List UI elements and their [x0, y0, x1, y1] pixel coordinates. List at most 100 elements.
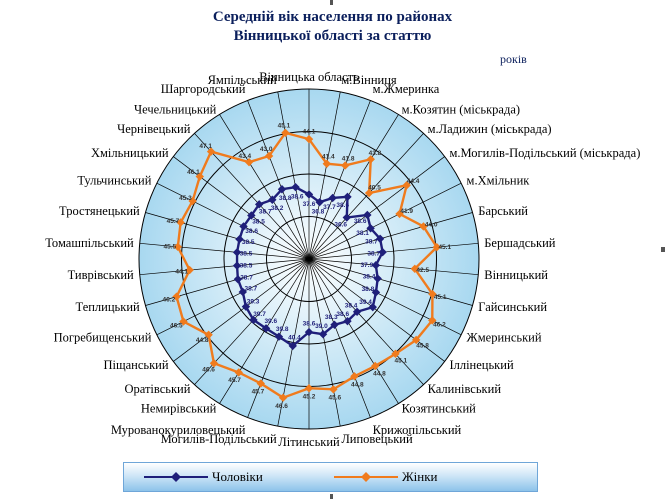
grid-spoke — [308, 100, 371, 260]
data-label-women: 45.6 — [329, 395, 342, 402]
data-point-men — [238, 287, 248, 297]
data-point-men — [378, 247, 387, 257]
data-label-men: 39.6 — [264, 318, 277, 325]
data-label-men: 38.5 — [240, 251, 253, 258]
legend-label-men: Чоловіки — [212, 469, 263, 484]
data-label-women: 46.5 — [170, 323, 183, 330]
category-label: Жмеринський — [467, 330, 542, 344]
grid-spoke — [308, 114, 399, 260]
data-point-men — [261, 324, 271, 333]
data-point-women — [350, 372, 359, 381]
data-label-women: 46.6 — [202, 367, 215, 374]
data-label-men: 38.6 — [336, 202, 349, 209]
data-point-women — [188, 196, 197, 206]
legend-item-men: Чоловіки — [144, 469, 263, 485]
category-label: Теплицький — [76, 300, 140, 314]
data-point-men — [368, 302, 377, 312]
data-label-women: 42.5 — [416, 267, 429, 274]
data-point-men — [342, 213, 351, 222]
data-label-women: 40.5 — [368, 185, 381, 192]
data-point-men — [291, 182, 300, 192]
data-label-women: 45.2 — [303, 394, 316, 401]
data-point-women — [204, 330, 213, 340]
data-point-women — [322, 159, 332, 168]
data-label-women: 45.7 — [252, 388, 265, 395]
data-label-women: 45.1 — [434, 294, 447, 301]
data-label-men: 38.5 — [252, 218, 265, 225]
category-label: м.Вінниця — [341, 73, 397, 87]
grid-spoke — [308, 258, 445, 362]
data-label-men: 38.3 — [325, 314, 338, 321]
data-point-men — [239, 222, 248, 231]
data-point-women — [281, 128, 290, 138]
data-point-men — [268, 195, 277, 204]
data-point-men — [274, 332, 284, 341]
data-label-women: 41.8 — [342, 156, 355, 163]
data-point-women — [419, 222, 428, 231]
category-label: Вінницька область — [259, 70, 359, 84]
category-label: Барський — [478, 204, 528, 218]
category-label: Ямпільський — [208, 73, 277, 87]
grid-spoke — [139, 242, 310, 260]
grid-spoke — [219, 258, 310, 404]
data-point-women — [366, 155, 375, 164]
data-label-men: 38.6 — [303, 321, 316, 328]
data-point-men — [235, 235, 244, 244]
data-point-men — [328, 193, 337, 203]
chart-legend: Чоловіки Жінки — [123, 462, 538, 492]
data-point-men — [304, 190, 314, 199]
data-point-men — [375, 234, 385, 243]
diamond-marker-icon — [361, 472, 371, 482]
category-label: Піщанський — [103, 358, 168, 372]
page-edge-marker — [661, 247, 665, 252]
data-label-women: 43.4 — [238, 153, 251, 160]
category-label: Погребищенський — [54, 330, 152, 344]
data-label-men: 38.4 — [345, 303, 358, 310]
data-label-men: 38.7 — [367, 251, 380, 258]
data-point-men — [373, 274, 382, 283]
data-label-women: 47.1 — [199, 143, 212, 150]
category-label: Тульчинський — [77, 174, 151, 188]
grid-spoke — [308, 258, 462, 336]
data-point-women — [173, 242, 183, 252]
category-label: Бершадський — [484, 236, 556, 250]
data-label-men: 37.9 — [361, 262, 374, 269]
data-point-women — [341, 161, 350, 170]
data-label-men: 38.1 — [356, 230, 369, 237]
data-point-women — [264, 151, 274, 161]
data-label-women: 45.1 — [395, 357, 408, 364]
legend-item-women: Жінки — [334, 469, 438, 485]
data-label-women: 43.0 — [260, 146, 273, 153]
category-label: Липовецький — [341, 432, 413, 446]
data-label-men: 39.7 — [253, 311, 266, 318]
data-label-women: 41.4 — [322, 153, 335, 160]
data-point-men — [288, 341, 297, 351]
data-label-men: 38.6 — [336, 311, 349, 318]
data-point-men — [343, 192, 352, 202]
category-label: Томашпільський — [45, 236, 134, 250]
data-point-men — [343, 316, 352, 326]
page-edge-marker — [330, 0, 333, 5]
data-label-women: 46.1 — [187, 169, 200, 176]
category-label: Літинський — [278, 435, 340, 449]
data-label-men: 38.6 — [291, 193, 304, 200]
data-point-women — [185, 265, 194, 275]
data-point-women — [428, 289, 437, 299]
category-label: Немирівський — [141, 402, 217, 416]
data-label-men: 39.8 — [276, 326, 289, 333]
grid-spoke — [308, 133, 424, 260]
data-point-women — [176, 218, 185, 227]
legend-line-women — [334, 470, 398, 484]
grid-spoke — [308, 258, 473, 306]
data-point-men — [315, 197, 324, 207]
data-label-men: 36.6 — [334, 222, 347, 229]
category-label: Тростянецький — [59, 204, 140, 218]
grid-spoke — [308, 242, 479, 260]
grid-spoke — [145, 258, 310, 306]
data-label-men: 39.3 — [247, 299, 260, 306]
data-label-women: 44.0 — [425, 222, 438, 229]
unit-label: років — [500, 52, 527, 66]
category-label: м.Жмеринка — [373, 82, 440, 96]
grid-spoke — [308, 258, 341, 427]
category-label: м.Хмільник — [467, 174, 531, 188]
